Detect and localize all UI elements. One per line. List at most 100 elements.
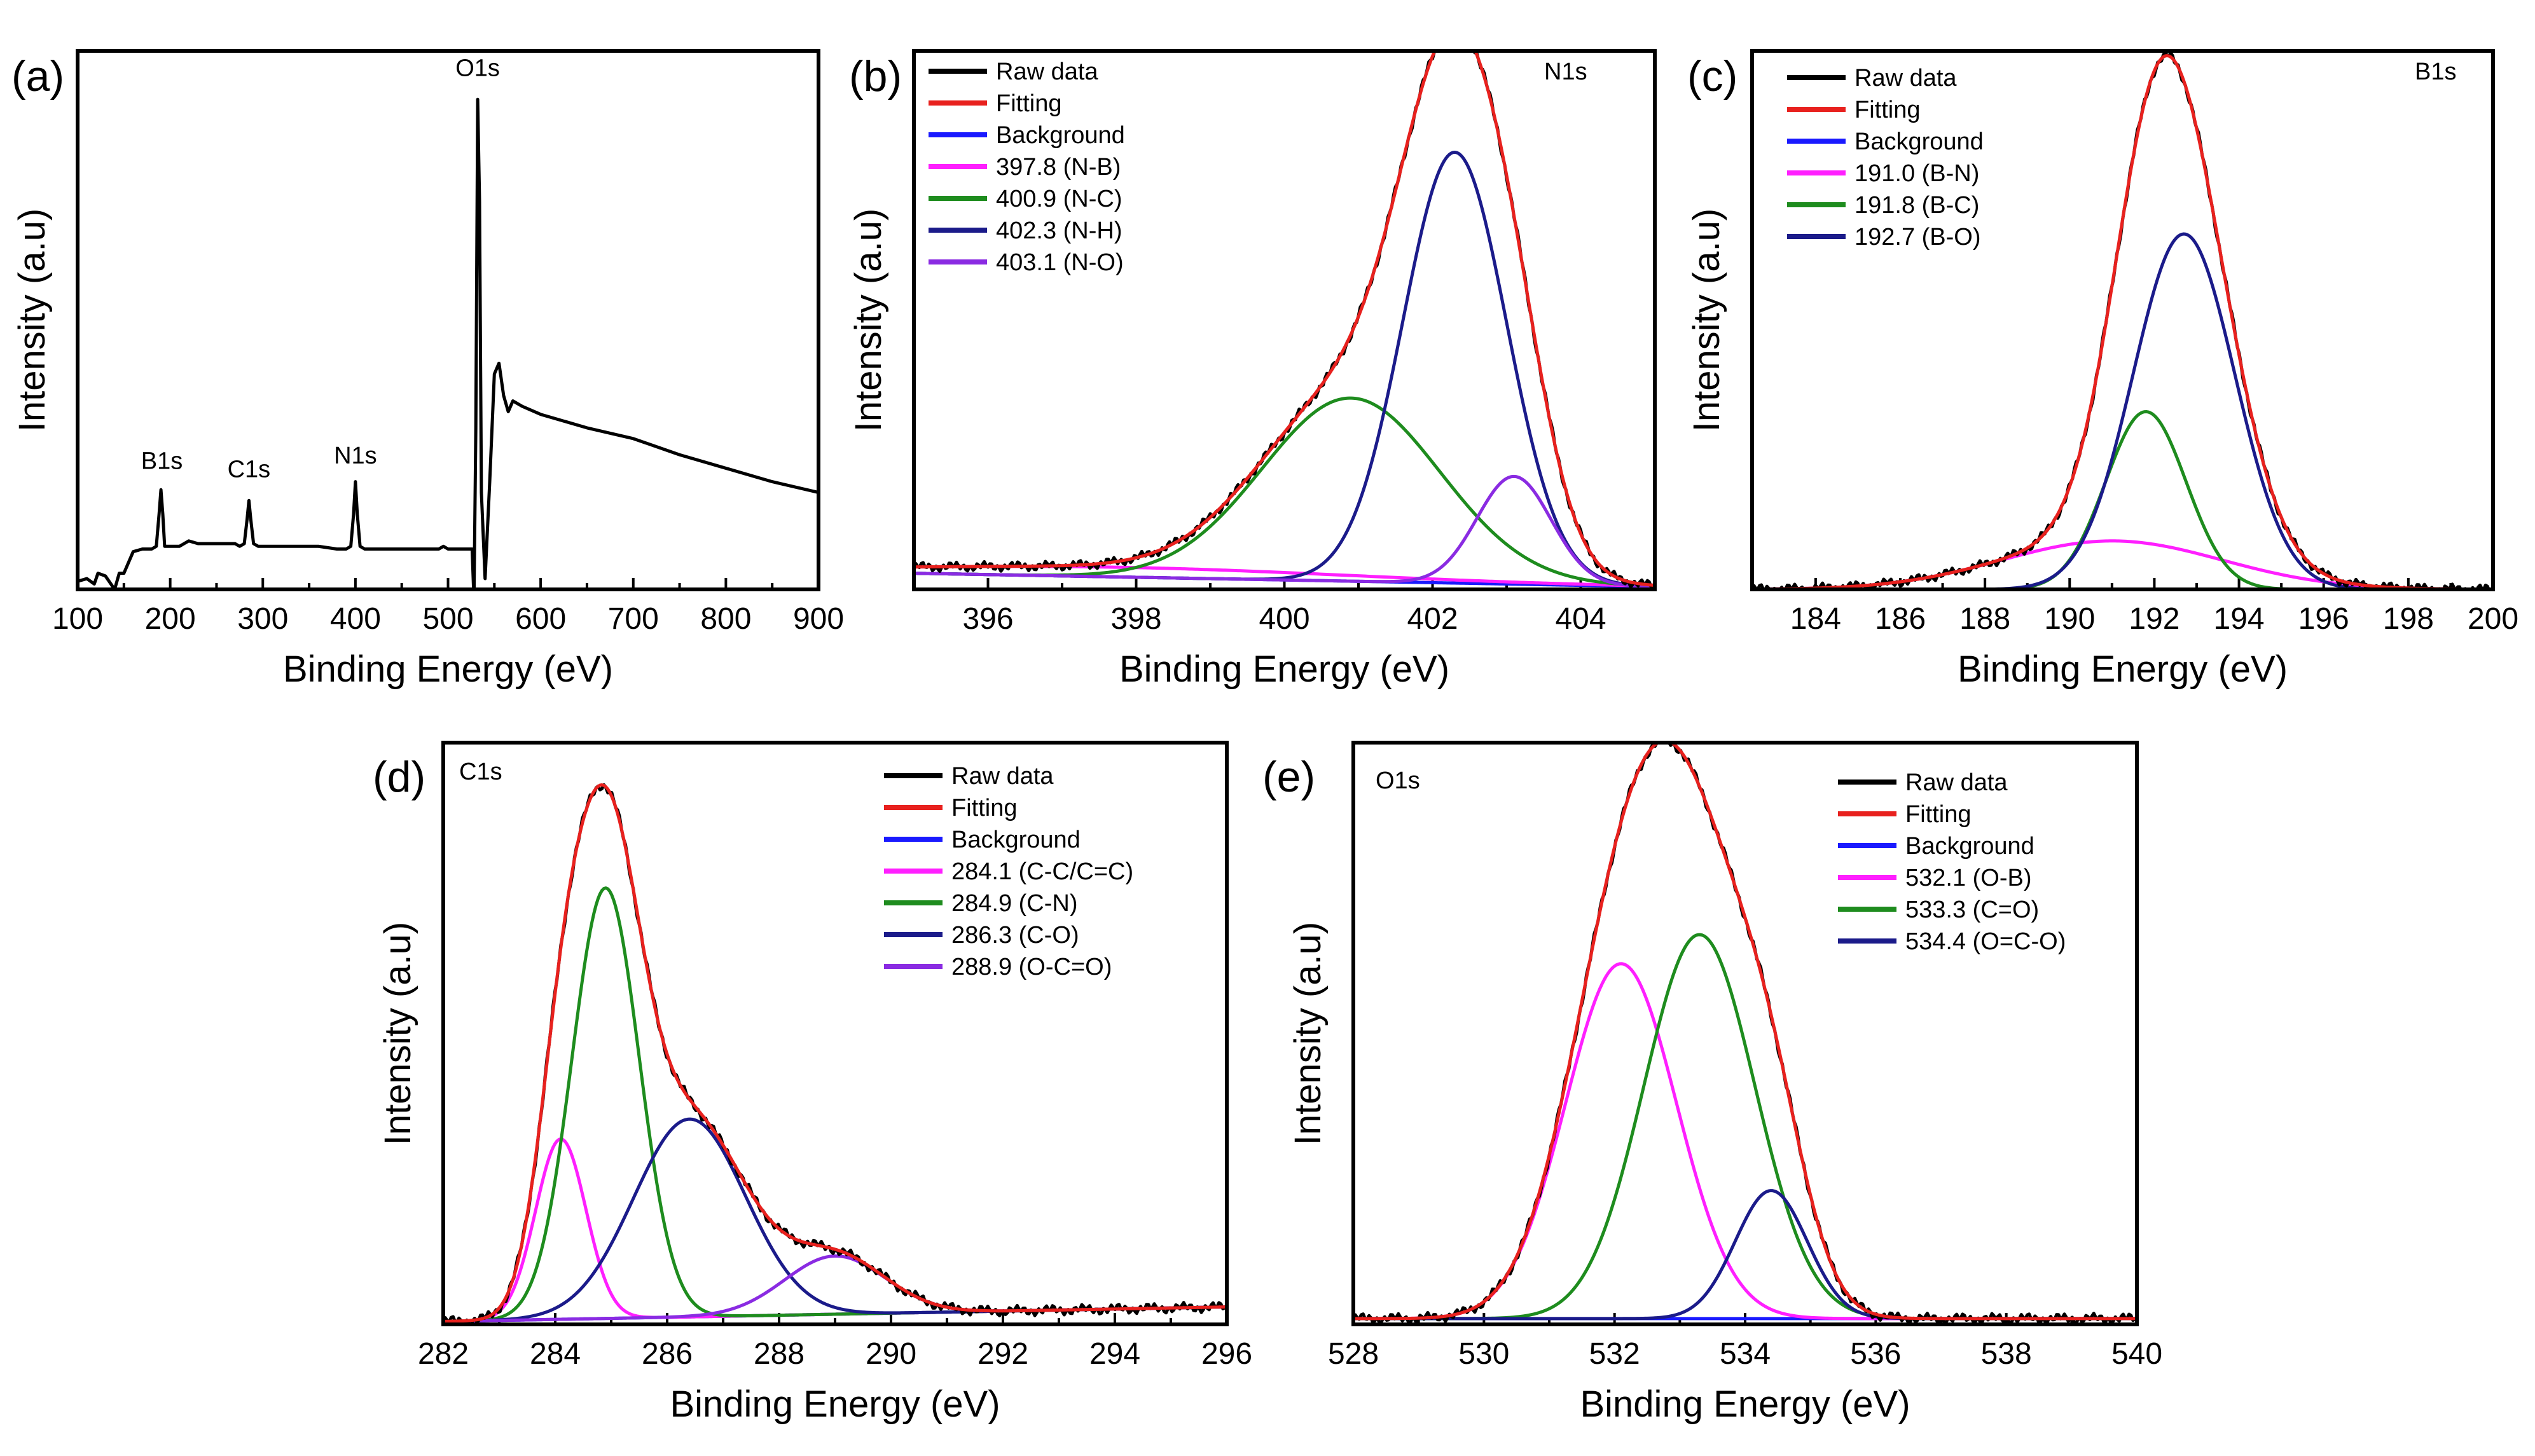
- panel-label: (d): [373, 753, 425, 801]
- legend-label: 191.8 (B-C): [1855, 192, 1979, 219]
- series-line-fitting: [1752, 54, 2493, 589]
- legend-label: 192.7 (B-O): [1855, 224, 1981, 251]
- y-axis-title: Intensity (a.u): [377, 922, 418, 1145]
- panel-label: (e): [1262, 753, 1315, 801]
- peak-label: B1s: [141, 448, 183, 475]
- legend-label: 400.9 (N-C): [996, 186, 1122, 212]
- x-tick-label: 400: [330, 602, 381, 636]
- x-tick-label: 538: [1981, 1337, 2032, 1371]
- x-tick-label: 294: [1089, 1337, 1140, 1371]
- x-tick-label: 284: [530, 1337, 581, 1371]
- legend-label: 402.3 (N-H): [996, 217, 1122, 244]
- chart-title: N1s: [1544, 58, 1587, 85]
- x-tick-label: 396: [962, 602, 1013, 636]
- x-tick-label: 100: [52, 602, 103, 636]
- legend-label: Fitting: [1855, 97, 1920, 123]
- panel-label: (a): [11, 52, 64, 100]
- x-tick-label: 404: [1555, 602, 1606, 636]
- series-line-fitting: [914, 51, 1655, 587]
- x-tick-label: 500: [422, 602, 473, 636]
- x-axis-title: Binding Energy (eV): [1580, 1384, 1910, 1425]
- series-line-component: [914, 474, 1655, 589]
- x-tick-label: 400: [1259, 602, 1309, 636]
- x-tick-label: 402: [1407, 602, 1458, 636]
- x-tick-label: 198: [2383, 602, 2434, 636]
- series-line-raw-data: [1353, 743, 2137, 1324]
- legend-label: 284.9 (C-N): [951, 890, 1078, 917]
- legend-label: Raw data: [1855, 65, 1957, 92]
- plot-frame: [1351, 741, 2139, 1326]
- peak-label: C1s: [228, 456, 271, 483]
- x-tick-label: 282: [418, 1337, 469, 1371]
- legend-label: Background: [951, 827, 1081, 853]
- legend-label: 533.3 (C=O): [1905, 896, 2039, 923]
- series-line-component: [443, 1137, 1227, 1323]
- x-tick-label: 194: [2214, 602, 2265, 636]
- series-line-component: [1353, 933, 2137, 1321]
- chart-title: C1s: [459, 759, 502, 785]
- legend-label: 532.1 (O-B): [1905, 865, 2032, 891]
- curves: [914, 51, 1655, 589]
- legend-label: Background: [996, 122, 1125, 149]
- legend-label: 534.4 (O=C-O): [1905, 928, 2066, 955]
- legend-label: Fitting: [951, 795, 1017, 821]
- legend-label: 284.1 (C-C/C=C): [951, 858, 1133, 885]
- x-tick-label: 292: [977, 1337, 1028, 1371]
- legend-label: Raw data: [996, 58, 1098, 85]
- series-line-component: [1752, 232, 2493, 589]
- legend-label: 403.1 (N-O): [996, 249, 1124, 276]
- y-axis-title: Intensity (a.u): [1287, 922, 1329, 1145]
- series-line-component: [914, 396, 1655, 588]
- legend-label: 288.9 (O-C=O): [951, 954, 1112, 980]
- curves: [1353, 743, 2137, 1324]
- x-tick-label: 528: [1328, 1337, 1379, 1371]
- x-tick-label: 532: [1589, 1337, 1640, 1371]
- chart-title: B1s: [2415, 58, 2456, 85]
- plot-frame: [76, 49, 820, 591]
- panel-label: (b): [849, 52, 902, 100]
- curves: [78, 97, 819, 589]
- legend-label: Fitting: [1905, 801, 1971, 828]
- x-tick-label: 190: [2044, 602, 2095, 636]
- x-tick-label: 200: [145, 602, 196, 636]
- chart-panel-2: 184 186 188 190 192 194 196 198 200 Binding Energ…: [1686, 49, 2518, 690]
- legend-label: 191.0 (B-N): [1855, 160, 1979, 187]
- chart-panel-0: 100 200 300 400 500 600 700 800 900 Binding Energ…: [11, 49, 844, 690]
- plot-frame: [1750, 49, 2495, 591]
- x-tick-label: 184: [1790, 602, 1841, 636]
- series-line-survey: [78, 97, 819, 589]
- x-tick-label: 196: [2298, 602, 2349, 636]
- legend: Raw data Fitting Background 397.8 (N-B) 400.…: [929, 58, 1125, 276]
- legend-label: Raw data: [1905, 769, 2008, 796]
- series-line-fitting: [1353, 743, 2137, 1321]
- series-line-component: [1353, 962, 2137, 1321]
- x-tick-label: 288: [754, 1337, 805, 1371]
- series-line-component: [1353, 1189, 2137, 1321]
- peak-label: N1s: [334, 443, 377, 469]
- y-axis-title: Intensity (a.u): [1686, 209, 1727, 432]
- legend-label: 286.3 (C-O): [951, 922, 1079, 949]
- series-line-component: [1752, 410, 2493, 589]
- legend: Raw data Fitting Background 532.1 (O-B) 533.…: [1838, 769, 2066, 955]
- legend-label: 397.8 (N-B): [996, 154, 1121, 181]
- peak-label: O1s: [455, 55, 500, 81]
- legend: Raw data Fitting Background 284.1 (C-C/C=C)…: [884, 763, 1133, 980]
- series-line-fitting: [443, 783, 1227, 1323]
- x-tick-label: 200: [2468, 602, 2518, 636]
- plot-frame: [441, 741, 1229, 1326]
- x-axis-title: Binding Energy (eV): [670, 1384, 1000, 1425]
- legend-label: Raw data: [951, 763, 1054, 790]
- x-tick-label: 186: [1875, 602, 1926, 636]
- chart-panel-1: 396 398 400 402 404 Binding Energy (eV) Intens…: [848, 49, 1657, 690]
- chart-panel-3: 282 284 286 288 290 292 294 296 Binding Energy (…: [373, 741, 1252, 1425]
- y-axis-title: Intensity (a.u): [11, 209, 53, 432]
- x-tick-label: 398: [1110, 602, 1161, 636]
- x-axis-title: Binding Energy (eV): [283, 649, 613, 690]
- chart-title: O1s: [1376, 767, 1420, 794]
- curves: [443, 783, 1227, 1324]
- x-tick-label: 290: [866, 1337, 916, 1371]
- x-tick-label: 600: [515, 602, 566, 636]
- x-tick-label: 700: [608, 602, 659, 636]
- x-tick-label: 192: [2129, 602, 2179, 636]
